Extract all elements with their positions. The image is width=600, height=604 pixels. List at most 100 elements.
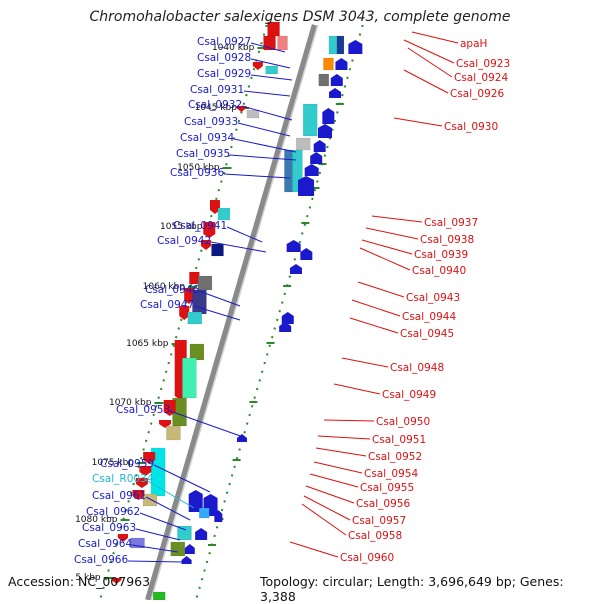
left-gene-label[interactable]: Csal_0942 xyxy=(157,235,211,247)
left-gene-label[interactable]: Csal_0932 xyxy=(188,99,242,111)
scale-tick-label: 1080 kbp xyxy=(75,515,118,525)
right-gene-label[interactable]: Csal_0939 xyxy=(414,249,468,261)
gene-feature xyxy=(318,124,333,138)
gene-feature xyxy=(195,528,208,540)
right-label-connector xyxy=(351,299,401,317)
gene-feature xyxy=(302,103,318,137)
left-gene-label[interactable]: Csal_0931 xyxy=(190,84,244,96)
left-gene-label[interactable]: Csal_0947 xyxy=(140,299,194,311)
left-label-connector xyxy=(223,173,291,179)
left-label-connector xyxy=(243,90,291,97)
gene-feature xyxy=(152,591,166,601)
gene-feature xyxy=(177,525,192,541)
left-gene-label[interactable]: Csal_0953 xyxy=(116,404,170,416)
left-gene-label[interactable]: Csal_0927 xyxy=(197,36,251,48)
gene-feature xyxy=(170,541,186,557)
right-gene-label[interactable]: Csal_0957 xyxy=(352,515,406,527)
right-label-connector xyxy=(315,447,367,457)
right-gene-label[interactable]: Csal_0945 xyxy=(400,328,454,340)
right-gene-label[interactable]: Csal_0950 xyxy=(376,416,430,428)
gene-feature xyxy=(197,275,213,291)
gene-feature xyxy=(318,73,330,87)
left-gene-label[interactable]: Csal_0964 xyxy=(78,538,132,550)
gene-feature xyxy=(182,357,197,399)
left-gene-label[interactable]: Csal_0966 xyxy=(74,554,128,566)
left-gene-label[interactable]: Csal_0946 xyxy=(145,284,199,296)
gene-feature xyxy=(130,537,145,549)
left-label-connector xyxy=(145,479,195,509)
right-dotted-guide xyxy=(195,24,364,601)
right-gene-label[interactable]: Csal_0956 xyxy=(356,498,410,510)
gene-feature xyxy=(209,200,220,214)
right-gene-label[interactable]: Csal_0954 xyxy=(364,468,418,480)
right-label-connector xyxy=(371,215,423,223)
scale-tick-label: 5 kbp xyxy=(75,573,101,583)
gene-feature xyxy=(279,322,292,332)
right-gene-label[interactable]: Csal_0937 xyxy=(424,217,478,229)
left-label-connector xyxy=(229,154,297,161)
gene-feature xyxy=(184,288,195,304)
left-gene-label[interactable]: Csal_0928 xyxy=(197,52,251,64)
right-label-connector xyxy=(357,281,405,298)
gene-feature xyxy=(292,149,303,193)
right-gene-label[interactable]: Csal_0958 xyxy=(348,530,402,542)
left-gene-label[interactable]: Csal_0929 xyxy=(197,68,251,80)
left-label-connector xyxy=(135,528,181,541)
right-gene-label[interactable]: Csal_0923 xyxy=(456,58,510,70)
left-label-connector xyxy=(145,496,191,521)
gene-feature xyxy=(198,507,210,519)
gene-feature xyxy=(265,65,278,75)
scale-tick-label: 1070 kbp xyxy=(109,398,152,408)
right-label-connector xyxy=(305,485,355,504)
right-gene-label[interactable]: Csal_0951 xyxy=(372,434,426,446)
gene-feature xyxy=(313,140,326,152)
right-gene-label[interactable]: Csal_0960 xyxy=(340,552,394,564)
left-gene-label[interactable]: Csal_0963 xyxy=(82,522,136,534)
gene-feature xyxy=(252,62,263,70)
left-gene-label[interactable]: Csal_0933 xyxy=(184,116,238,128)
right-label-connector xyxy=(317,435,371,440)
right-gene-label[interactable]: Csal_0955 xyxy=(360,482,414,494)
right-gene-label[interactable]: Csal_0924 xyxy=(454,72,508,84)
genome-backbone-highlight xyxy=(150,24,319,601)
left-label-connector xyxy=(241,105,293,121)
left-gene-label[interactable]: Csal_0936 xyxy=(170,167,224,179)
right-gene-label[interactable]: Csal_0938 xyxy=(420,234,474,246)
scale-tick-label: 1050 kbp xyxy=(177,163,220,173)
genome-backbone xyxy=(145,24,318,601)
left-gene-label[interactable]: Csal_0959 xyxy=(100,458,154,470)
left-gene-label[interactable]: Csal_0962 xyxy=(86,506,140,518)
right-gene-label[interactable]: Csal_0944 xyxy=(402,311,456,323)
right-gene-label[interactable]: Csal_0930 xyxy=(444,121,498,133)
gene-feature xyxy=(322,108,335,124)
right-label-connector xyxy=(309,473,359,488)
gene-feature xyxy=(277,35,288,51)
right-gene-label[interactable]: Csal_0926 xyxy=(450,88,504,100)
right-gene-label[interactable]: Csal_0949 xyxy=(382,389,436,401)
left-label-connector xyxy=(193,305,241,321)
right-label-connector xyxy=(403,39,455,64)
right-gene-label[interactable]: Csal_0948 xyxy=(390,362,444,374)
left-gene-label[interactable]: Csal_0961 xyxy=(92,490,146,502)
right-gene-label[interactable]: Csal_0940 xyxy=(412,265,466,277)
left-gene-label[interactable]: Csal_0934 xyxy=(180,132,234,144)
scale-tick-label: 1055 kbp xyxy=(160,222,203,232)
left-gene-label[interactable]: Csal_R0034 xyxy=(92,473,154,485)
right-label-connector xyxy=(365,227,419,240)
gene-feature xyxy=(335,58,348,70)
right-gene-label[interactable]: Csal_0952 xyxy=(368,451,422,463)
left-gene-label[interactable]: Csal_0935 xyxy=(176,148,230,160)
left-label-connector xyxy=(153,464,211,493)
right-gene-label[interactable]: apaH xyxy=(460,38,487,50)
gene-feature xyxy=(295,137,311,151)
gene-feature xyxy=(289,264,302,274)
gene-feature xyxy=(329,88,342,98)
left-gene-label[interactable]: Csal_0941 xyxy=(173,220,227,232)
map-title: Chromohalobacter salexigens DSM 3043, co… xyxy=(89,9,511,25)
left-label-connector xyxy=(250,74,293,81)
right-gene-label[interactable]: Csal_0943 xyxy=(406,292,460,304)
right-label-connector xyxy=(407,47,453,78)
scale-tick-label: 1060 kbp xyxy=(143,282,186,292)
gene-feature xyxy=(286,240,301,252)
